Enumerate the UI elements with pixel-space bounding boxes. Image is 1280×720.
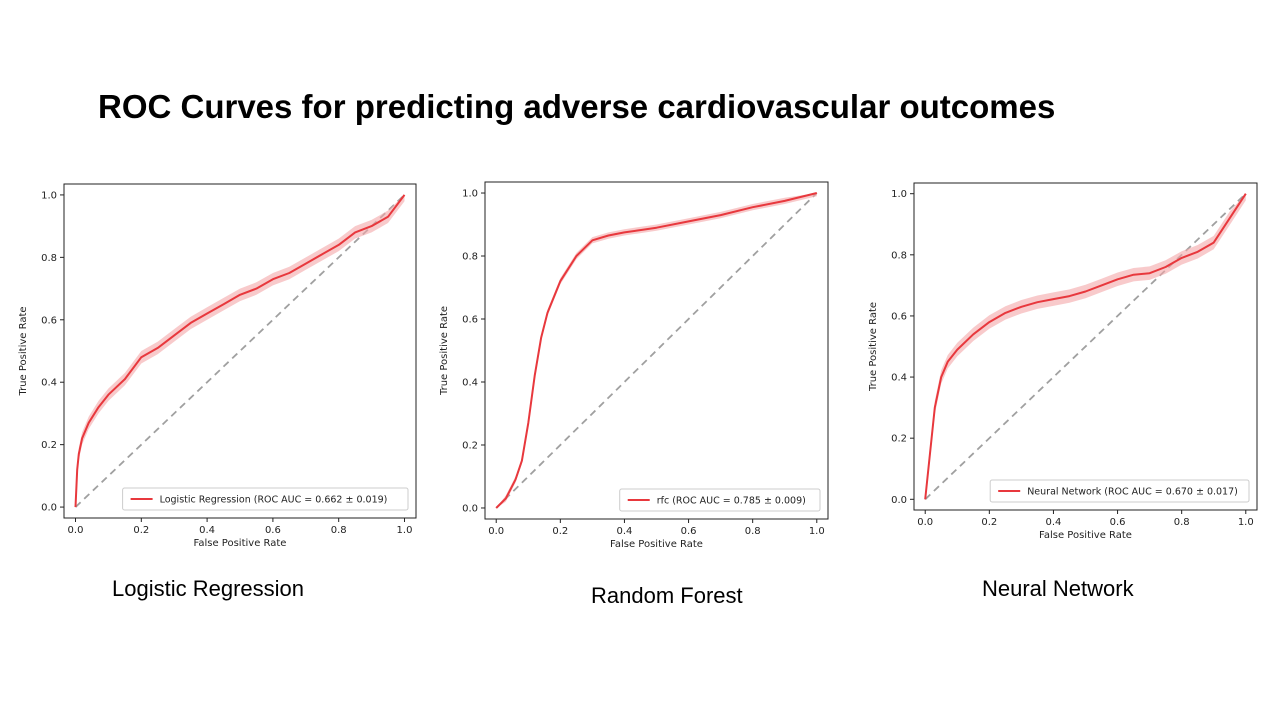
x-tick-label: 0.2 [133, 525, 149, 536]
x-tick-label: 0.2 [552, 526, 568, 537]
roc-curve [924, 193, 1247, 500]
roc-chart-neural-network: 0.0 0.2 0.4 0.6 0.8 1.0 0.0 0.2 0.4 0.6 0.8 1.0 Fals… [868, 182, 1258, 541]
x-axis-label: False Positive Rate [610, 539, 703, 550]
legend-box [989, 479, 1250, 503]
x-tick-label: 0.4 [1045, 517, 1061, 528]
x-tick-label: 1.0 [809, 526, 825, 537]
slide-title: ROC Curves for predicting adverse cardio… [98, 88, 1056, 125]
roc-panel-random-forest: 0.0 0.2 0.4 0.6 0.8 1.0 0.0 0.2 0.4 0.6 0.8 1.0 Fals… [430, 170, 850, 565]
chance-diagonal [74, 194, 406, 508]
x-tick-label: 1.0 [397, 525, 413, 536]
caption-logistic-regression: Logistic Regression [112, 576, 304, 601]
legend-label: Neural Network (ROC AUC = 0.670 ± 0.017) [1027, 487, 1238, 498]
roc-panel-logistic-regression: 0.0 0.2 0.4 0.6 0.8 1.0 0.0 0.2 0.4 0.6 0.8 1.0 Fals… [10, 170, 430, 565]
roc-panel-neural-network: 0.0 0.2 0.4 0.6 0.8 1.0 0.0 0.2 0.4 0.6 0.8 1.0 Fals… [860, 170, 1280, 565]
x-tick-label: 0.0 [68, 525, 84, 536]
x-tick-label: 0.6 [681, 526, 697, 537]
roc-curve [495, 192, 818, 509]
chance-diagonal [495, 192, 818, 509]
roc-chart-logistic-regression: 0.0 0.2 0.4 0.6 0.8 1.0 0.0 0.2 0.4 0.6 0.8 1.0 Fals… [18, 183, 417, 549]
x-tick-label: 0.8 [745, 526, 761, 537]
x-tick-label: 0.4 [199, 525, 215, 536]
y-tick-label: 0.2 [891, 434, 907, 445]
x-tick-label: 0.2 [981, 517, 997, 528]
x-tick-label: 0.0 [917, 517, 933, 528]
y-tick-label: 0.4 [41, 378, 57, 389]
roc-chart-random-forest: 0.0 0.2 0.4 0.6 0.8 1.0 0.0 0.2 0.4 0.6 0.8 1.0 Fals… [439, 181, 829, 550]
y-tick-label: 0.8 [41, 253, 57, 264]
caption-random-forest: Random Forest [591, 583, 743, 608]
y-tick-label: 0.8 [462, 252, 478, 263]
legend-box [619, 488, 821, 512]
y-tick-label: 0.2 [41, 440, 57, 451]
x-axis-label: False Positive Rate [194, 538, 287, 549]
x-tick-label: 0.8 [1174, 517, 1190, 528]
x-axis-label: False Positive Rate [1039, 530, 1132, 541]
y-tick-label: 0.4 [462, 377, 478, 388]
x-tick-label: 1.0 [1238, 517, 1254, 528]
x-tick-label: 0.4 [616, 526, 632, 537]
x-tick-label: 0.6 [265, 525, 281, 536]
x-tick-label: 0.0 [488, 526, 504, 537]
legend-label: Logistic Regression (ROC AUC = 0.662 ± 0… [160, 495, 388, 506]
y-axis-label: True Positive Rate [439, 306, 450, 396]
legend-box [122, 487, 409, 511]
y-tick-label: 1.0 [41, 190, 57, 201]
caption-neural-network: Neural Network [982, 576, 1134, 601]
y-tick-label: 0.6 [891, 311, 907, 322]
y-tick-label: 1.0 [462, 189, 478, 200]
y-tick-label: 0.0 [891, 495, 907, 506]
y-tick-label: 0.6 [462, 315, 478, 326]
x-tick-label: 0.6 [1110, 517, 1126, 528]
y-tick-label: 0.8 [891, 250, 907, 261]
confidence-band [925, 193, 1246, 500]
chance-diagonal [924, 193, 1247, 500]
y-axis-label: True Positive Rate [18, 306, 29, 396]
y-tick-label: 1.0 [891, 189, 907, 200]
y-tick-label: 0.0 [462, 503, 478, 514]
x-tick-label: 0.8 [331, 525, 347, 536]
legend-label: rfc (ROC AUC = 0.785 ± 0.009) [657, 496, 806, 507]
y-tick-label: 0.0 [41, 503, 57, 514]
roc-curve [74, 194, 406, 508]
y-tick-label: 0.4 [891, 373, 907, 384]
y-tick-label: 0.6 [41, 315, 57, 326]
y-tick-label: 0.2 [462, 440, 478, 451]
y-axis-label: True Positive Rate [868, 302, 879, 392]
